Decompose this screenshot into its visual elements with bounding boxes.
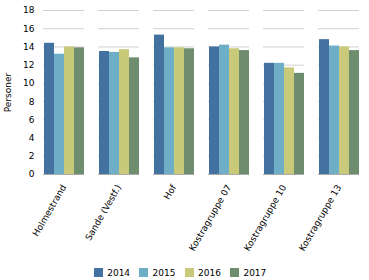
svg-text:Hof: Hof — [162, 182, 179, 201]
svg-text:16: 16 — [23, 24, 35, 34]
svg-text:Holmestrand: Holmestrand — [31, 183, 69, 238]
svg-text:4: 4 — [29, 133, 35, 143]
svg-text:8: 8 — [29, 96, 35, 106]
svg-text:Kostragruppe 10: Kostragruppe 10 — [242, 183, 288, 253]
html-text:2014: 2014 — [107, 267, 131, 278]
svg-text:Personer: Personer — [3, 72, 13, 112]
svg-text:Sande (Vestf.): Sande (Vestf.) — [83, 183, 123, 242]
html-text:2016: 2016 — [198, 267, 221, 278]
svg-text:12: 12 — [23, 60, 34, 70]
svg-text:Kostragruppe 13: Kostragruppe 13 — [297, 183, 343, 253]
svg-text:6: 6 — [29, 115, 35, 125]
html-text:2015: 2015 — [152, 267, 176, 278]
svg-text:14: 14 — [23, 42, 35, 52]
svg-text:0: 0 — [29, 169, 35, 179]
svg-text:2: 2 — [29, 151, 35, 161]
svg-text:10: 10 — [23, 78, 35, 88]
svg-text:Kostragruppe 07: Kostragruppe 07 — [187, 183, 233, 253]
svg-text:18: 18 — [23, 5, 35, 15]
html-text:2017: 2017 — [243, 267, 267, 278]
